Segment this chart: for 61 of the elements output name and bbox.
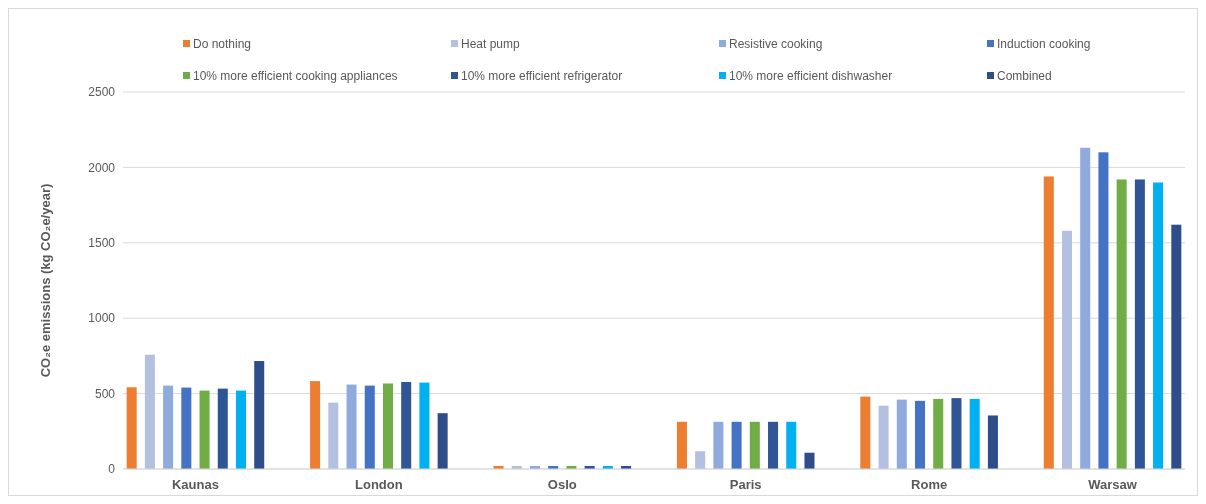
x-tick-label: London — [355, 477, 403, 492]
bar — [915, 400, 926, 469]
bar — [328, 402, 339, 469]
bar — [437, 413, 448, 469]
bar — [382, 383, 393, 469]
bar — [804, 452, 815, 469]
legend-label: Heat pump — [461, 37, 521, 52]
x-tick-label: Warsaw — [1088, 477, 1138, 492]
legend-label: 10% more efficient cooking appliances — [193, 69, 398, 84]
bar — [346, 384, 357, 469]
y-tick-label: 1500 — [88, 236, 116, 250]
legend-label: Combined — [997, 69, 1052, 84]
bar — [878, 405, 889, 469]
legend-label: Resistive cooking — [729, 37, 823, 52]
bar — [199, 390, 210, 469]
bar — [1043, 176, 1054, 469]
bar — [896, 399, 907, 469]
bar — [181, 387, 192, 469]
y-tick-label: 2500 — [88, 85, 116, 100]
bar — [969, 398, 980, 469]
bar — [235, 390, 247, 469]
bar — [749, 421, 760, 469]
y-tick-label: 500 — [94, 386, 116, 401]
bar — [163, 385, 174, 469]
bar — [933, 398, 944, 469]
y-tick-label: 1000 — [88, 311, 116, 326]
x-tick-label: Paris — [729, 477, 762, 492]
y-tick-label: 2000 — [88, 160, 116, 175]
bar — [310, 381, 321, 469]
bar — [768, 421, 779, 469]
bar — [1153, 182, 1164, 469]
bar — [1098, 152, 1109, 469]
bar — [254, 361, 265, 469]
bar — [126, 387, 137, 469]
bar — [1080, 147, 1091, 469]
bar — [713, 421, 724, 469]
y-axis-title: CO₂e emissions (kg CO₂e/year) — [38, 183, 53, 378]
bar — [695, 451, 706, 469]
bar — [401, 381, 412, 469]
legend-label: Do nothing — [193, 37, 252, 52]
bar — [860, 396, 871, 469]
x-tick-label: Oslo — [547, 477, 577, 492]
bar — [1134, 179, 1145, 469]
bar — [731, 421, 742, 469]
bar — [144, 354, 155, 469]
bar — [419, 382, 430, 469]
bar — [1061, 230, 1073, 469]
bar — [786, 421, 797, 469]
bar — [676, 421, 687, 469]
bar — [951, 398, 962, 469]
x-tick-label: Rome — [911, 477, 948, 492]
legend-label: 10% more efficient dishwasher — [729, 69, 893, 84]
bar — [1171, 224, 1182, 469]
x-tick-label: Kaunas — [171, 477, 219, 492]
legend-label: 10% more efficient refrigerator — [461, 69, 623, 84]
bar — [217, 388, 228, 469]
legend-label: Induction cooking — [997, 37, 1091, 52]
y-tick-label: 0 — [108, 462, 116, 477]
bar — [364, 385, 375, 469]
bar — [1116, 179, 1127, 469]
bar — [987, 415, 998, 469]
